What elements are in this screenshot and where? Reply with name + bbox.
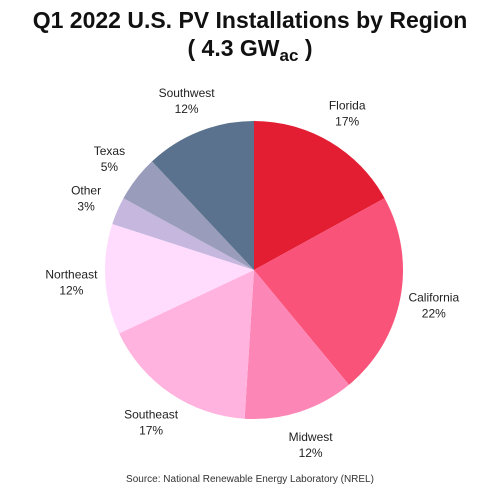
pie-slice-northeast <box>104 223 254 334</box>
pie-slice-florida <box>254 121 385 270</box>
chart-title: Q1 2022 U.S. PV Installations by Region … <box>0 6 500 70</box>
pie-label-value: 5% <box>101 160 119 174</box>
chart-title-subscript: ac <box>279 46 299 65</box>
pie-label-category: Midwest <box>289 430 334 444</box>
pie-slice-southeast <box>119 270 255 419</box>
pie-label-category: Southeast <box>124 407 179 421</box>
pie-label-value: 3% <box>77 199 95 213</box>
pie-label-southeast: Southeast 17% <box>124 407 179 437</box>
pie-label-category: Southwest <box>159 86 216 100</box>
pie-label-other: Other 3% <box>71 183 101 213</box>
pie-label-california: California 22% <box>408 290 459 320</box>
pie-label-texas: Texas 5% <box>94 144 125 174</box>
chart-source: Source: National Renewable Energy Labora… <box>126 474 374 485</box>
pie-label-value: 22% <box>422 306 446 320</box>
pie-label-southwest: Southwest 12% <box>159 86 216 116</box>
pie-label-category: Florida <box>329 99 366 113</box>
pie-slice-california <box>254 198 404 385</box>
chart-title-line-2: ( 4.3 GWac ) <box>0 34 500 70</box>
pie-label-value: 12% <box>175 102 199 116</box>
pie-label-value: 12% <box>299 446 323 460</box>
pie-slices <box>104 121 404 420</box>
pie-slice-other <box>112 198 254 270</box>
pie-label-midwest: Midwest 12% <box>289 430 334 460</box>
pie-label-category: Texas <box>94 144 125 158</box>
pie-label-category: Other <box>71 183 101 197</box>
chart-title-line-1: Q1 2022 U.S. PV Installations by Region <box>32 7 468 33</box>
pie-label-value: 17% <box>335 115 359 129</box>
pie-slice-southwest <box>152 121 254 270</box>
chart-title-suffix: ) <box>298 35 313 61</box>
pie-slice-texas <box>123 161 255 270</box>
chart-title-prefix: ( 4.3 GW <box>187 35 280 61</box>
pie-label-value: 17% <box>139 423 163 437</box>
pie-label-category: California <box>408 290 459 304</box>
pie-slice-midwest <box>244 270 349 420</box>
pie-label-value: 12% <box>59 284 83 298</box>
pie-label-northeast: Northeast 12% <box>45 268 98 298</box>
pie-labels: Florida 17% California 22% Midwest 12% Southea… <box>45 86 459 460</box>
pie-label-florida: Florida 17% <box>329 99 366 129</box>
pie-label-category: Northeast <box>45 268 98 282</box>
